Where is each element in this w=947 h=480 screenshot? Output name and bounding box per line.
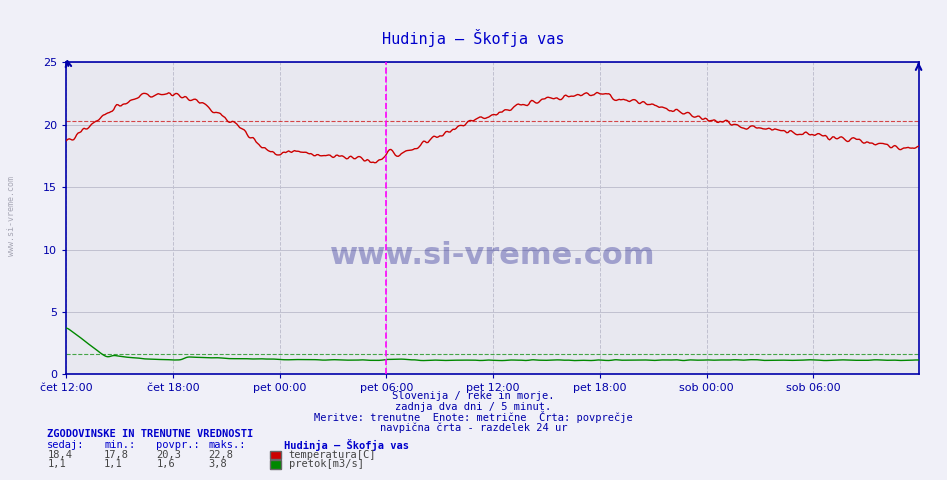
Text: ZGODOVINSKE IN TRENUTNE VREDNOSTI: ZGODOVINSKE IN TRENUTNE VREDNOSTI <box>47 430 254 439</box>
Text: 3,8: 3,8 <box>208 459 227 469</box>
Text: 17,8: 17,8 <box>104 450 129 459</box>
Text: 1,1: 1,1 <box>104 459 123 469</box>
Text: min.:: min.: <box>104 440 135 450</box>
Text: sedaj:: sedaj: <box>47 440 85 450</box>
Text: povpr.:: povpr.: <box>156 440 200 450</box>
Text: maks.:: maks.: <box>208 440 246 450</box>
Text: Slovenija / reke in morje.: Slovenija / reke in morje. <box>392 391 555 401</box>
Text: temperatura[C]: temperatura[C] <box>289 450 376 459</box>
Text: Meritve: trenutne  Enote: metrične  Črta: povprečje: Meritve: trenutne Enote: metrične Črta: … <box>314 411 633 423</box>
Text: 1,1: 1,1 <box>47 459 66 469</box>
Text: pretok[m3/s]: pretok[m3/s] <box>289 459 364 469</box>
Text: navpična črta - razdelek 24 ur: navpična črta - razdelek 24 ur <box>380 422 567 433</box>
Text: 18,4: 18,4 <box>47 450 72 459</box>
Text: www.si-vreme.com: www.si-vreme.com <box>330 241 655 270</box>
Text: Hudinja – Škofja vas: Hudinja – Škofja vas <box>383 29 564 48</box>
Text: 1,6: 1,6 <box>156 459 175 469</box>
Text: Hudinja – Škofja vas: Hudinja – Škofja vas <box>284 439 409 451</box>
Text: www.si-vreme.com: www.si-vreme.com <box>7 176 16 256</box>
Text: 20,3: 20,3 <box>156 450 181 459</box>
Text: zadnja dva dni / 5 minut.: zadnja dva dni / 5 minut. <box>396 402 551 411</box>
Text: 22,8: 22,8 <box>208 450 233 459</box>
